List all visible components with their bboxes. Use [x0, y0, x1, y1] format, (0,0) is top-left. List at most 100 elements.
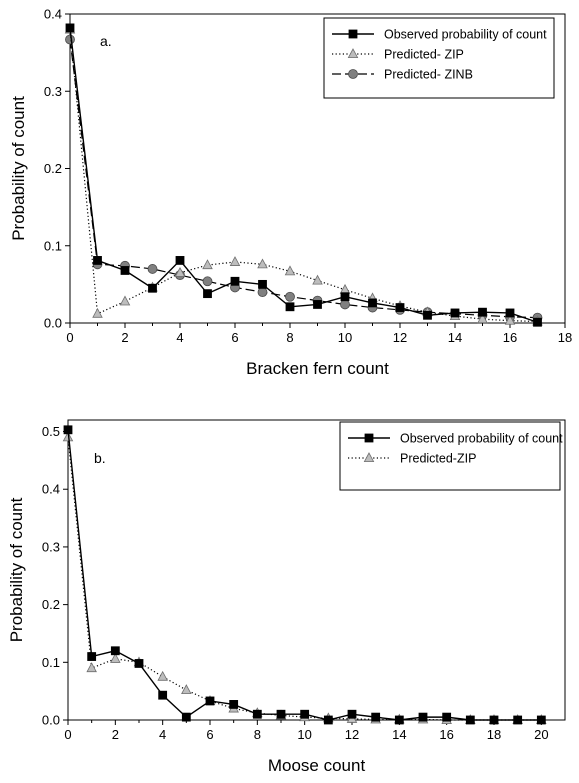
data-point: [513, 715, 523, 725]
legend-label: Predicted- ZIP: [384, 48, 464, 62]
data-point: [65, 23, 75, 33]
series-line: [69, 27, 538, 323]
x-tick-label: 8: [254, 727, 261, 742]
x-axis-label: Bracken fern count: [246, 359, 389, 378]
data-point: [257, 287, 268, 298]
x-tick-label: 18: [558, 330, 572, 345]
data-point: [175, 256, 185, 265]
data-point: [368, 298, 377, 308]
y-tick-label: 0.2: [44, 161, 62, 176]
legend-marker: [347, 48, 359, 58]
data-point: [202, 276, 213, 287]
data-point: [181, 712, 191, 722]
legend: Observed probability of count Predicted- …: [323, 17, 555, 99]
legend-box: [323, 17, 555, 99]
y-tick-label: 0.4: [42, 482, 60, 497]
x-tick-label: 10: [297, 727, 311, 742]
data-point: [205, 696, 215, 706]
data-point: [157, 670, 168, 681]
y-tick-label: 0.3: [44, 84, 62, 99]
data-point: [93, 256, 102, 265]
data-point: [62, 431, 74, 442]
legend-label: Predicted-ZIP: [400, 452, 476, 466]
y-tick-label: 0.5: [42, 424, 60, 439]
x-tick-label: 20: [534, 727, 548, 742]
x-tick-label: 12: [393, 330, 407, 345]
data-point: [505, 308, 515, 318]
x-tick-label: 8: [286, 330, 293, 345]
data-point: [174, 266, 186, 277]
y-tick-label: 0.4: [44, 7, 62, 22]
y-axis-label: Probability of count: [7, 497, 26, 642]
data-point: [203, 289, 212, 299]
series-line: [67, 437, 542, 721]
legend-marker: [348, 69, 358, 79]
data-point: [87, 652, 97, 661]
data-point: [148, 283, 157, 293]
data-point: [340, 292, 350, 302]
data-point: [533, 317, 542, 327]
legend: Observed probability of count Predicted-Z…: [339, 421, 563, 491]
x-tick-label: 6: [206, 727, 213, 742]
data-point: [285, 302, 295, 312]
data-point: [323, 715, 333, 725]
y-tick-label: 0.0: [44, 316, 62, 331]
x-tick-label: 0: [64, 727, 71, 742]
x-tick-label: 4: [176, 330, 183, 345]
x-tick-label: 16: [503, 330, 517, 345]
data-point: [181, 684, 192, 694]
series-0: [65, 23, 542, 327]
panel-label: b.: [94, 450, 106, 466]
y-tick-label: 0.1: [42, 655, 60, 670]
data-point: [147, 264, 158, 274]
data-point: [300, 709, 310, 719]
data-point: [340, 299, 350, 310]
data-point: [119, 295, 131, 306]
legend-marker: [348, 29, 358, 39]
data-point: [489, 715, 499, 725]
x-tick-label: 2: [112, 727, 119, 742]
data-point: [478, 307, 487, 317]
x-tick-label: 16: [439, 727, 453, 742]
plot-frame: [67, 419, 566, 721]
x-tick-label: 10: [338, 330, 352, 345]
data-point: [371, 712, 381, 722]
data-point: [504, 314, 516, 325]
data-point: [202, 259, 213, 270]
data-point: [120, 266, 130, 275]
x-tick-label: 12: [345, 727, 359, 742]
data-point: [465, 715, 475, 725]
data-point: [110, 652, 121, 663]
data-point: [229, 256, 241, 266]
chart-panel-b: 0 2 4 6 8 10 12 14 16 18 20 0.0 0.1 0.2 0.3 0.4 0.5 Moose…: [7, 419, 566, 775]
x-tick-label: 6: [231, 330, 238, 345]
data-point: [257, 258, 268, 269]
legend-box: [339, 421, 561, 491]
data-point: [313, 300, 322, 309]
data-point: [285, 291, 295, 302]
legend-marker: [364, 433, 374, 443]
data-point: [284, 265, 296, 276]
data-point: [276, 709, 286, 719]
data-point: [92, 307, 103, 318]
data-point: [230, 276, 240, 286]
data-point: [158, 690, 168, 700]
y-tick-label: 0.1: [44, 238, 62, 253]
x-tick-label: 4: [159, 727, 166, 742]
data-point: [134, 659, 144, 668]
panel-label: a.: [100, 33, 112, 49]
data-point: [347, 709, 357, 719]
y-axis-label: Probability of count: [9, 96, 28, 241]
data-point: [86, 662, 97, 673]
data-point: [450, 308, 460, 318]
data-point: [536, 715, 546, 725]
x-tick-label: 18: [487, 727, 501, 742]
x-tick-label: 2: [121, 330, 128, 345]
x-tick-label: 14: [448, 330, 462, 345]
data-point: [110, 646, 120, 656]
x-axis-label: Moose count: [268, 756, 366, 775]
data-point: [65, 34, 75, 45]
data-point: [252, 709, 262, 719]
